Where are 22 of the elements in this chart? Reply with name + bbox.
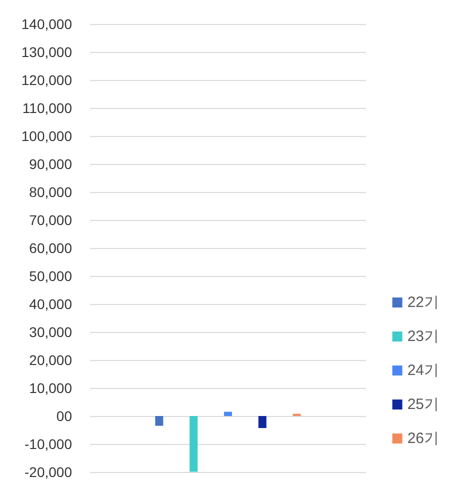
y-tick-label: -20,000	[24, 464, 72, 480]
legend-label: 25기	[407, 396, 440, 413]
legend-label: 22기	[407, 294, 440, 311]
legend-label: 23기	[407, 328, 440, 345]
y-tick-label: 50,000	[29, 268, 72, 284]
y-tick-label: 40,000	[29, 296, 72, 312]
y-tick-label: 90,000	[29, 156, 72, 172]
legend-label: 24기	[407, 362, 440, 379]
y-tick-label: 30,000	[29, 324, 72, 340]
y-tick-label: 20,000	[29, 352, 72, 368]
y-tick-label: -10,000	[24, 436, 72, 452]
legend-label: 26기	[407, 430, 440, 447]
y-tick-label: 100,000	[21, 128, 72, 144]
y-tick-label: 10,000	[29, 380, 72, 396]
y-tick-label: 140,000	[21, 16, 72, 32]
y-tick-label: 110,000	[22, 100, 72, 116]
y-tick-label: 130,000	[21, 44, 72, 60]
y-tick-label: 00	[56, 408, 72, 424]
y-tick-label: 60,000	[29, 240, 72, 256]
y-tick-label: 70,000	[29, 212, 72, 228]
y-tick-label: 120,000	[21, 72, 72, 88]
y-tick-label: 80,000	[29, 184, 72, 200]
